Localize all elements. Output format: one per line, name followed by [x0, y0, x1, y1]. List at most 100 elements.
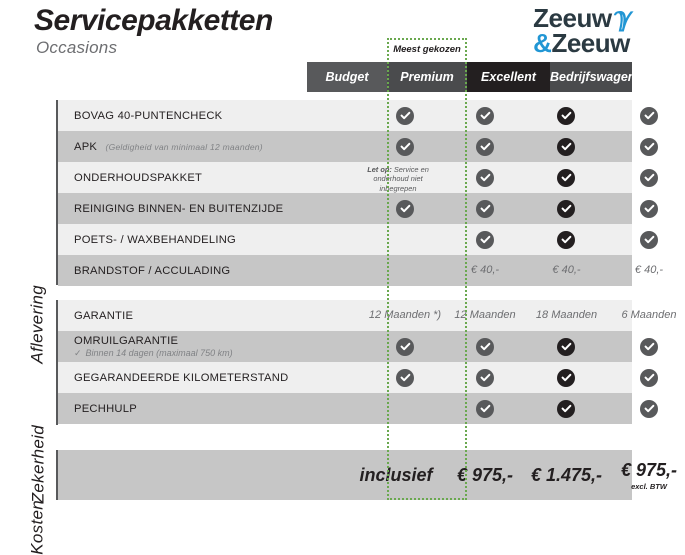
table-row[interactable]: BRANDSTOF / ACCULADING € 40,- € 40,- € 4…	[58, 255, 663, 286]
row-label-note-text: Binnen 14 dagen (maximaal 750 km)	[85, 347, 233, 358]
row-label: APK (Geldigheid van minimaal 12 maanden)	[74, 131, 263, 162]
check-icon	[557, 199, 575, 218]
check-icon	[476, 168, 494, 187]
table-row[interactable]: GEGARANDEERDE KILOMETERSTAND	[58, 362, 658, 393]
table-row[interactable]: OMRUILGARANTIE ✓ Binnen 14 dagen (maximaa…	[58, 331, 658, 362]
cost-bedrijfswagens-amount: € 975,-	[620, 459, 678, 480]
table-row[interactable]: BOVAG 40-PUNTENCHECK	[58, 100, 658, 131]
check-icon	[640, 337, 658, 356]
cost-bedrijfswagens: € 975,- excl. BTW	[608, 450, 685, 500]
check-icon	[557, 337, 575, 356]
row-label-text: POETS- / WAXBEHANDELING	[74, 233, 236, 246]
check-icon	[557, 106, 575, 125]
check-icon	[476, 368, 494, 387]
check-icon	[396, 106, 414, 125]
check-icon	[476, 230, 494, 249]
table-row[interactable]: REINIGING BINNEN- EN BUITENZIJDE	[58, 193, 658, 224]
logo-line-2: &Zeeuw	[533, 27, 630, 58]
check-icon	[476, 137, 494, 156]
check-icon	[396, 337, 414, 356]
check-icon	[640, 137, 658, 156]
cost-budget: inclusief	[359, 464, 433, 485]
row-label-note: (Geldigheid van minimaal 12 maanden)	[105, 141, 263, 152]
column-header-excellent[interactable]: Excellent	[467, 62, 550, 92]
table-row[interactable]: PECHHULP	[58, 393, 658, 424]
check-icon	[640, 168, 658, 187]
check-icon	[396, 137, 414, 156]
row-label: GARANTIE	[74, 300, 133, 331]
row-warning-note: Let op: Service en onderhoud niet inbegr…	[354, 165, 442, 193]
cost-row: inclusief € 975,- € 1.475,- € 975,- excl…	[58, 450, 677, 500]
row-label-text: REINIGING BINNEN- EN BUITENZIJDE	[74, 202, 284, 215]
cost-excellent: € 1.475,-	[530, 464, 603, 485]
logo-line-1: Zeeuwℽ	[533, 2, 631, 33]
row-label: ONDERHOUDSPAKKET	[74, 162, 202, 193]
table-row[interactable]: APK (Geldigheid van minimaal 12 maanden)	[58, 131, 658, 162]
row-label-text: APK	[74, 140, 98, 153]
logo-swirl-icon: ℽ	[611, 2, 631, 32]
column-header-budget[interactable]: Budget	[307, 62, 387, 92]
check-icon	[476, 337, 494, 356]
section-label-kosten-text: Kosten	[28, 500, 47, 555]
column-header-bedrijfswagens[interactable]: Bedrijfswagens	[550, 62, 642, 92]
page-header: Servicepakketten Occasions Zeeuwℽ &Zeeuw	[0, 0, 685, 60]
check-icon	[640, 368, 658, 387]
check-icon	[557, 230, 575, 249]
check-icon	[640, 199, 658, 218]
row-value-excellent: € 40,-	[552, 264, 581, 276]
row-label-text: GEGARANDEERDE KILOMETERSTAND	[74, 371, 289, 384]
row-label-note: ✓ Binnen 14 dagen (maximaal 750 km)	[74, 348, 233, 359]
disclaimer-block: Het Excellent servicepakket kan uitsluit…	[636, 62, 682, 510]
check-icon	[476, 399, 494, 418]
row-warning-text: Service en onderhoud niet inbegrepen	[373, 165, 429, 193]
section-label-zekerheid: Zekerheid	[28, 300, 58, 503]
row-label: BRANDSTOF / ACCULADING	[74, 255, 230, 286]
section-label-aflevering: Aflevering	[28, 100, 58, 364]
check-icon	[640, 106, 658, 125]
section-label-kosten: Kosten	[28, 450, 58, 555]
row-label: OMRUILGARANTIE ✓ Binnen 14 dagen (maximaa…	[74, 331, 233, 362]
check-icon	[557, 399, 575, 418]
row-warning-label: Let op:	[367, 165, 392, 174]
row-value-bedrijfswagens: € 40,-	[634, 264, 664, 276]
row-label-text: ONDERHOUDSPAKKET	[74, 171, 203, 184]
row-label-text: OMRUILGARANTIE	[74, 334, 179, 347]
logo-zeeuw-text: Zeeuw	[533, 3, 612, 33]
row-value-premium: 12 Maanden	[454, 309, 516, 321]
column-header-premium[interactable]: Premium	[387, 62, 467, 92]
cost-bedrijfswagens-sub: excl. BTW	[631, 481, 667, 491]
logo-ampersand: &	[533, 27, 552, 58]
row-label-text: GARANTIE	[74, 309, 134, 322]
check-icon	[396, 368, 414, 387]
check-icon	[640, 399, 658, 418]
table-row[interactable]: GARANTIE 12 Maanden *) 12 Maanden 18 Maa…	[58, 300, 677, 331]
row-value-premium: € 40,-	[470, 264, 500, 276]
row-label: GEGARANDEERDE KILOMETERSTAND	[74, 362, 288, 393]
check-icon	[476, 199, 494, 218]
small-check-icon: ✓	[74, 347, 82, 358]
logo-zeeuw-text-2: Zeeuw	[551, 27, 630, 58]
check-icon	[476, 106, 494, 125]
row-label: REINIGING BINNEN- EN BUITENZIJDE	[74, 193, 283, 224]
row-value-bedrijfswagens: 6 Maanden	[621, 309, 677, 321]
table-row[interactable]: ONDERHOUDSPAKKET Let op: Service en onde…	[58, 162, 658, 193]
cost-premium: € 975,-	[456, 464, 514, 485]
check-icon	[557, 168, 575, 187]
row-value-excellent: 18 Maanden	[535, 309, 598, 321]
row-label-text: PECHHULP	[74, 402, 137, 415]
check-icon	[640, 230, 658, 249]
table-row[interactable]: POETS- / WAXBEHANDELING	[58, 224, 658, 255]
row-label-text: BOVAG 40-PUNTENCHECK	[74, 109, 223, 122]
check-icon	[557, 137, 575, 156]
row-value-budget: 12 Maanden *)	[368, 309, 442, 321]
check-icon	[396, 199, 414, 218]
row-label-text: BRANDSTOF / ACCULADING	[74, 264, 231, 277]
check-icon	[557, 368, 575, 387]
row-label: PECHHULP	[74, 393, 137, 424]
brand-logo: Zeeuwℽ &Zeeuw	[533, 2, 631, 58]
page-subtitle: Occasions	[36, 38, 118, 57]
row-label: POETS- / WAXBEHANDELING	[74, 224, 236, 255]
row-label: BOVAG 40-PUNTENCHECK	[74, 100, 222, 131]
most-chosen-badge: Meest gekozen	[393, 44, 461, 55]
